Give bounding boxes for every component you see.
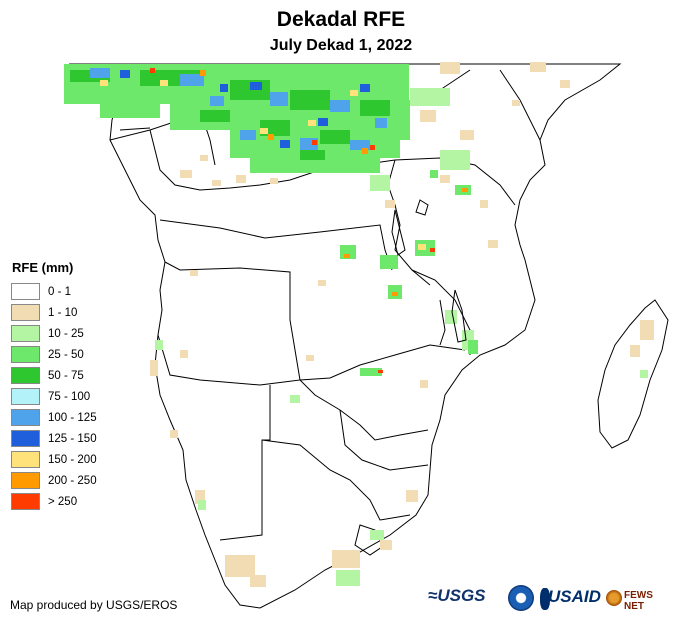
legend-label: 100 - 125 [48,411,97,424]
legend-swatch [11,325,40,342]
legend-item: > 250 [8,491,138,512]
logo-strip: ≈USGS USAID FEWS NET [428,584,674,616]
legend-item: 10 - 25 [8,323,138,344]
legend-item: 150 - 200 [8,449,138,470]
legend-item: 25 - 50 [8,344,138,365]
legend-swatch [11,346,40,363]
legend-item: 0 - 1 [8,281,138,302]
legend-label: 200 - 250 [48,474,97,487]
rain-class-125-150 [120,70,370,148]
legend-item: 200 - 250 [8,470,138,491]
legend-label: 150 - 200 [48,453,97,466]
rain-class-1-10 [150,62,654,587]
legend-swatch [11,451,40,468]
legend-swatch [11,388,40,405]
rain-class-100-125 [90,68,387,150]
legend-label: 125 - 150 [48,432,97,445]
map-title: Dekadal RFE [276,8,406,31]
rain-class-50-75 [70,70,390,160]
fews-net-globe-icon [606,590,622,606]
usaid-seal-icon [540,588,550,610]
legend-swatch [11,409,40,426]
fews-net-logo: FEWS NET [624,590,653,612]
madagascar-outline [597,299,669,449]
legend: RFE (mm) 0 - 1 1 - 10 10 - 25 25 - 50 50 - 7… [8,260,138,512]
legend-item: 50 - 75 [8,365,138,386]
legend-item: 1 - 10 [8,302,138,323]
legend-swatch [11,304,40,321]
legend-swatch [11,472,40,489]
legend-swatch [11,367,40,384]
legend-label: 25 - 50 [48,348,84,361]
usgs-logo: ≈USGS [428,586,486,605]
rain-class-200-250 [200,70,468,296]
credit-text: Map produced by USGS/EROS [10,598,178,612]
legend-swatch [11,430,40,447]
rain-class-150-200 [100,80,426,250]
legend-label: 0 - 1 [48,285,72,298]
legend-swatch [11,493,40,510]
legend-label: 50 - 75 [48,369,84,382]
legend-items: 0 - 1 1 - 10 10 - 25 25 - 50 50 - 75 75 - 100… [8,281,138,512]
legend-item: 125 - 150 [8,428,138,449]
legend-label: 75 - 100 [48,390,91,403]
legend-swatch [11,283,40,300]
map-subtitle: July Dekad 1, 2022 [269,37,413,54]
usaid-logo: USAID [548,587,601,606]
legend-item: 100 - 125 [8,407,138,428]
legend-label: 1 - 10 [48,306,78,319]
lakes [391,199,467,343]
legend-item: 75 - 100 [8,386,138,407]
legend-label: 10 - 25 [48,327,84,340]
rain-class-over-250 [150,68,435,373]
noaa-seal-icon [508,585,534,611]
legend-label: > 250 [48,495,78,508]
legend-title: RFE (mm) [12,260,74,275]
